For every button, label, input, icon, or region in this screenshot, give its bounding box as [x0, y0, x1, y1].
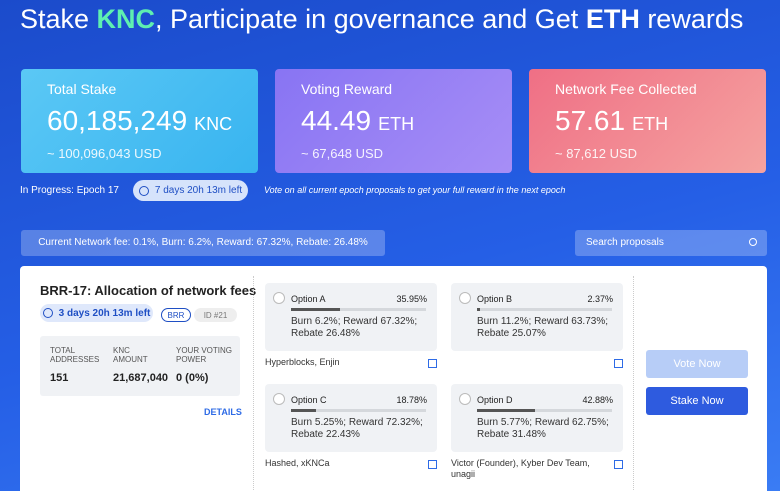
external-link-icon[interactable] [428, 460, 437, 469]
stat-card: Network Fee Collected 57.61 ETH ~ 87,612 US… [529, 69, 766, 173]
option-percent: 18.78% [396, 395, 427, 405]
option-description: Burn 5.25%; Reward 72.32%; Rebate 22.43% [291, 417, 423, 440]
option-percent: 35.95% [396, 294, 427, 304]
title-token: ETH [585, 4, 640, 34]
option-card[interactable]: Option B 2.37% Burn 11.2%; Reward 63.73%; … [451, 283, 623, 351]
separator [253, 276, 254, 491]
stat-label: Network Fee Collected [555, 81, 697, 97]
option-voters: Hashed, xKNCa [265, 458, 330, 468]
option-voters: Victor (Founder), Kyber Dev Team, unagii [451, 458, 590, 479]
stat-unit: ETH [378, 114, 415, 134]
progress-track [477, 409, 612, 412]
option-description: Burn 5.77%; Reward 62.75%; Rebate 31.48% [477, 417, 609, 440]
stat-label: TOTAL ADDRESSES [50, 346, 100, 364]
timer-text: 7 days 20h 13m left [154, 185, 243, 196]
proposal-stats: TOTAL ADDRESSES 151 KNC AMOUNT 21,687,040 YO… [40, 336, 240, 396]
tag: BRR [161, 308, 191, 322]
external-link-icon[interactable] [614, 359, 623, 368]
stat-value: 0 (0%) [176, 372, 209, 384]
epoch-note: Vote on all current epoch proposals to g… [264, 185, 566, 195]
progress-fill [477, 409, 535, 412]
option-voters: Hyperblocks, Enjin [265, 357, 340, 367]
radio [459, 393, 471, 405]
details-link[interactable]: DETAILS [204, 407, 242, 417]
radio [273, 393, 285, 405]
proposal-timer: 3 days 20h 13m left [40, 304, 153, 322]
stat-card: Voting Reward 44.49 ETH ~ 67,648 USD [275, 69, 512, 173]
page-title: Stake KNC, Participate in governance and… [20, 4, 743, 35]
separator [633, 276, 634, 491]
title-text: rewards [639, 4, 744, 34]
external-link-icon[interactable] [614, 460, 623, 469]
network-fee: Current Network fee: 0.1%, Burn: 6.2%, R… [21, 230, 385, 256]
tag: ID #21 [194, 308, 237, 322]
progress-fill [477, 308, 481, 311]
proposal-panel: BRR-17: Allocation of network fees 3 day… [20, 266, 767, 491]
progress-track [291, 409, 426, 412]
timer-text: 3 days 20h 13m left [58, 307, 151, 319]
title-token: KNC [96, 4, 156, 34]
stat-value: 21,687,040 [113, 372, 169, 384]
stat-label: Voting Reward [301, 81, 393, 97]
option-description: Burn 6.2%; Reward 67.32%; Rebate 26.48% [291, 316, 418, 339]
epoch-timer: 7 days 20h 13m left [133, 180, 248, 201]
stat-sub: ~ 100,096,043 USD [47, 146, 162, 161]
progress-track [291, 308, 426, 311]
stat-value: 44.49 ETH [301, 105, 414, 137]
vote-button[interactable]: Vote Now [646, 350, 748, 378]
progress-fill [291, 308, 340, 311]
search-box[interactable]: Search proposals [575, 230, 767, 256]
radio [459, 292, 471, 304]
option-name: Option B [477, 294, 513, 304]
stat-sub: ~ 87,612 USD [555, 146, 638, 161]
option-card[interactable]: Option D 42.88% Burn 5.77%; Reward 62.75%;… [451, 384, 623, 452]
stat-number: 60,185,249 [47, 105, 188, 136]
search-icon [749, 238, 757, 246]
progress-fill [291, 409, 317, 412]
option-card[interactable]: Option C 18.78% Burn 5.25%; Reward 72.32%;… [265, 384, 437, 452]
option-name: Option C [291, 395, 327, 405]
stat-unit: ETH [632, 114, 669, 134]
stat-value: 60,185,249 KNC [47, 105, 232, 137]
stat-label: Total Stake [47, 81, 117, 97]
radio [273, 292, 285, 304]
stat-sub: ~ 67,648 USD [301, 146, 384, 161]
title-text: , Participate in governance and Get [155, 4, 586, 34]
stat-value: 57.61 ETH [555, 105, 668, 137]
stat-label: YOUR VOTING POWER [176, 346, 233, 364]
stat-value: 151 [50, 372, 69, 384]
option-card[interactable]: Option A 35.95% Burn 6.2%; Reward 67.32%; … [265, 283, 437, 351]
stat-unit: KNC [194, 114, 233, 134]
progress-track [477, 308, 612, 311]
stat-number: 44.49 [301, 105, 372, 136]
title-text: Stake [20, 4, 97, 34]
option-name: Option D [477, 395, 513, 405]
stat-label: KNC AMOUNT [113, 346, 148, 364]
stat-number: 57.61 [555, 105, 626, 136]
proposal-title: BRR-17: Allocation of network fees [40, 283, 257, 298]
search-placeholder: Search proposals [586, 237, 664, 248]
option-percent: 42.88% [582, 395, 613, 405]
external-link-icon[interactable] [428, 359, 437, 368]
option-name: Option A [291, 294, 326, 304]
option-description: Burn 11.2%; Reward 63.73%; Rebate 25.07% [477, 316, 609, 339]
epoch-status: In Progress: Epoch 17 [20, 185, 119, 196]
option-percent: 2.37% [587, 294, 613, 304]
stat-card: Total Stake 60,185,249 KNC ~ 100,096,043 US… [21, 69, 258, 173]
stake-button[interactable]: Stake Now [646, 387, 748, 415]
